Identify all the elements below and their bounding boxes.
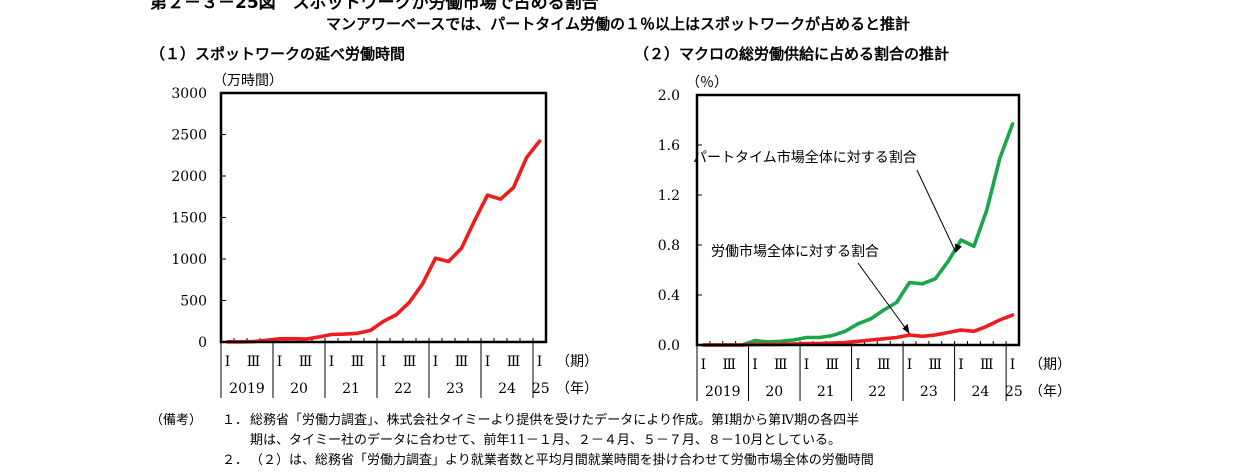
- y-tick-label: 1.6: [658, 138, 680, 154]
- note-text: （２）は、総務省「労働力調査」より就業者数と平均月間就業時間を掛け合わせて労働市…: [250, 453, 874, 468]
- note-num: １．: [222, 413, 249, 428]
- x-year-label: 2019: [705, 384, 741, 400]
- panel1-title: （１）スポットワークの延べ労働時間: [150, 45, 406, 63]
- x-quarter-label: Ⅲ: [247, 354, 261, 370]
- x-quarter-label: Ⅰ: [855, 357, 861, 373]
- x-quarter-label: Ⅰ: [329, 354, 335, 370]
- y-tick-label: 3000: [171, 86, 207, 102]
- y-tick-label: 1.2: [658, 188, 680, 204]
- series-line-1: [225, 139, 542, 344]
- y-tick-label: 0.8: [658, 238, 680, 254]
- x-quarter-label: Ⅰ: [225, 354, 231, 370]
- x-quarter-label: Ⅲ: [877, 357, 891, 373]
- x-quarter-label: Ⅰ: [958, 357, 964, 373]
- y-axis-unit: （万時間）: [213, 73, 283, 89]
- plot-frame: [219, 91, 548, 344]
- x-quarter-label: Ⅲ: [507, 354, 521, 370]
- x-period-unit: （期）: [556, 354, 598, 370]
- x-year-label: 24: [971, 384, 989, 400]
- annotation-arrowhead: [902, 323, 910, 334]
- x-year-label: 22: [868, 384, 886, 400]
- annotation-total-share: 労働市場全体に対する割合: [711, 243, 879, 260]
- x-year-label: 20: [290, 381, 308, 397]
- x-quarter-label: Ⅰ: [485, 354, 491, 370]
- x-year-label: 21: [817, 384, 835, 400]
- y-tick-label: 2.0: [658, 88, 680, 104]
- y-tick-label: 1500: [171, 211, 207, 227]
- x-year-label: 22: [394, 381, 412, 397]
- x-quarter-label: Ⅲ: [825, 357, 839, 373]
- x-period-unit: （期）: [1029, 357, 1071, 373]
- y-tick-label: 2500: [171, 128, 207, 144]
- x-year-label: 23: [920, 384, 938, 400]
- note-num: ２．: [222, 453, 249, 468]
- panel2-title: （２）マクロの総労働供給に占める割合の推計: [634, 45, 950, 63]
- y-tick-label: 2000: [171, 169, 207, 185]
- notes-label: （備考）: [150, 413, 203, 428]
- figure-title: 第２－３－25図 スポットワークが労働市場で占める割合: [150, 0, 599, 13]
- annotation-arrowhead: [954, 243, 962, 253]
- x-quarter-label: Ⅲ: [980, 357, 994, 373]
- x-year-label: 20: [765, 384, 783, 400]
- y-tick-label: 0.0: [658, 338, 680, 354]
- y-tick-label: 0.4: [658, 288, 680, 304]
- x-quarter-label: Ⅰ: [433, 354, 439, 370]
- annotation-arrow-line: [916, 169, 957, 253]
- y-tick-label: 0: [198, 335, 207, 351]
- x-year-unit: （年）: [1029, 384, 1071, 400]
- note-text: 期は、タイミー社のデータに合わせて、前年11－１月、２－４月、５－７月、８－10…: [250, 433, 842, 448]
- series-line-1: [701, 122, 1015, 347]
- x-quarter-label: Ⅰ: [277, 354, 283, 370]
- annotation-parttime-share: パートタイム市場全体に対する割合: [693, 149, 917, 166]
- x-year-label: 24: [498, 381, 516, 397]
- x-quarter-label: Ⅲ: [722, 357, 736, 373]
- y-tick-label: 1000: [171, 252, 207, 268]
- x-year-unit: （年）: [556, 381, 598, 397]
- x-quarter-label: Ⅲ: [403, 354, 417, 370]
- x-quarter-label: Ⅰ: [907, 357, 913, 373]
- x-year-label: 21: [342, 381, 360, 397]
- x-quarter-label: Ⅲ: [455, 354, 469, 370]
- annotation-arrow-line: [857, 262, 910, 335]
- x-quarter-label: Ⅲ: [351, 354, 365, 370]
- x-quarter-label: Ⅲ: [774, 357, 788, 373]
- y-tick-label: 500: [180, 294, 207, 310]
- x-quarter-label: Ⅲ: [299, 354, 313, 370]
- x-quarter-label: Ⅰ: [752, 357, 758, 373]
- x-quarter-label: Ⅲ: [929, 357, 943, 373]
- plot-frame: [695, 93, 1021, 347]
- x-quarter-label: Ⅰ: [537, 354, 543, 370]
- x-year-label: 23: [446, 381, 464, 397]
- x-quarter-label: Ⅰ: [1010, 357, 1016, 373]
- x-year-label: 25: [1005, 384, 1023, 400]
- note-text: 総務省「労働力調査」、株式会社タイミーより提供を受けたデータにより作成。第Ⅰ期か…: [250, 413, 860, 428]
- x-quarter-label: Ⅰ: [804, 357, 810, 373]
- y-axis-unit: （％）: [686, 75, 728, 91]
- figure-subtitle: マンアワーベースでは、パートタイム労働の１％以上はスポットワークが占めると推計: [326, 15, 910, 33]
- x-year-label: 2019: [229, 381, 265, 397]
- x-quarter-label: Ⅰ: [701, 357, 707, 373]
- x-quarter-label: Ⅰ: [381, 354, 387, 370]
- x-year-label: 25: [532, 381, 550, 397]
